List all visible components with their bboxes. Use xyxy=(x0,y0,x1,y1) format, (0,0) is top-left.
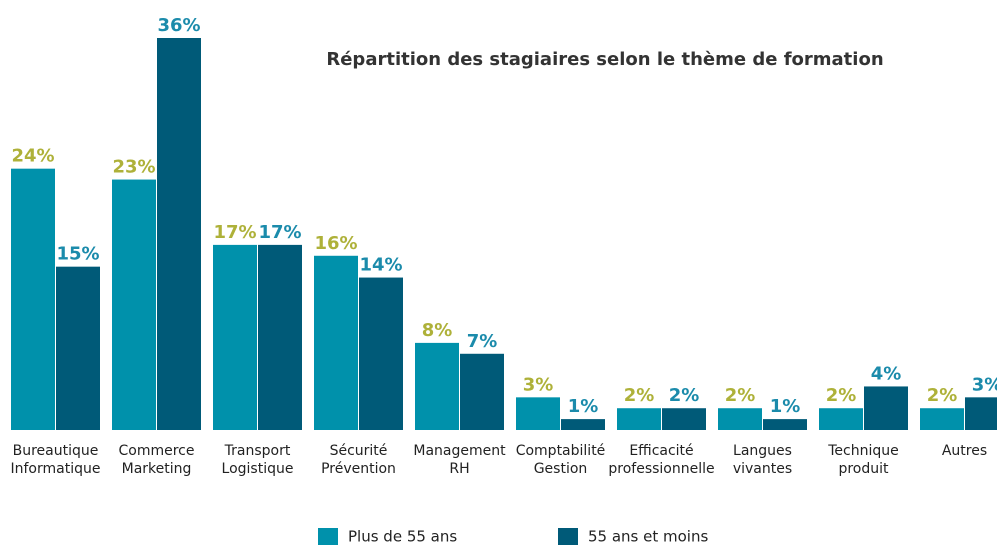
value-label: 3% xyxy=(972,374,997,395)
bar xyxy=(662,408,706,430)
bar xyxy=(617,408,661,430)
value-label: 2% xyxy=(826,385,857,406)
bar xyxy=(920,408,964,430)
value-label: 36% xyxy=(157,15,200,36)
bar xyxy=(819,408,863,430)
value-label: 1% xyxy=(568,396,599,417)
bar xyxy=(763,419,807,430)
value-label: 1% xyxy=(770,396,801,417)
bar xyxy=(359,277,403,430)
value-label: 3% xyxy=(523,374,554,395)
bar xyxy=(56,266,100,430)
bar xyxy=(561,419,605,430)
bar xyxy=(157,38,201,430)
x-tick-label: Transport Logistique xyxy=(221,443,294,477)
legend-swatch xyxy=(558,528,578,545)
value-label: 2% xyxy=(669,385,700,406)
bar xyxy=(460,353,504,430)
bar xyxy=(213,244,257,430)
legend-label: 55 ans et moins xyxy=(588,528,708,545)
value-label: 7% xyxy=(467,331,498,352)
x-tick-label: Efficacité professionnelle xyxy=(608,443,715,477)
x-tick-label: Sécurité Prévention xyxy=(321,443,396,477)
bar xyxy=(965,397,997,430)
value-label: 17% xyxy=(258,222,301,243)
bar xyxy=(718,408,762,430)
value-label: 2% xyxy=(624,385,655,406)
x-tick-label: Comptabilité Gestion xyxy=(515,443,606,477)
bar xyxy=(415,342,459,430)
bar xyxy=(314,255,358,430)
value-label: 24% xyxy=(11,146,54,167)
value-label: 2% xyxy=(725,385,756,406)
chart-title: Répartition des stagiaires selon le thèm… xyxy=(326,49,883,70)
value-label: 23% xyxy=(112,157,155,178)
legend-swatch xyxy=(318,528,338,545)
bar xyxy=(112,179,156,430)
bar xyxy=(864,386,908,430)
value-label: 14% xyxy=(359,255,402,276)
value-label: 15% xyxy=(56,244,99,265)
x-tick-label: Management RH xyxy=(413,443,506,477)
legend-label: Plus de 55 ans xyxy=(348,528,457,545)
value-label: 17% xyxy=(213,222,256,243)
x-tick-label: Technique produit xyxy=(828,443,899,477)
bar xyxy=(258,244,302,430)
bar xyxy=(11,168,55,430)
x-tick-label: Langues vivantes xyxy=(732,443,793,477)
value-label: 4% xyxy=(871,363,902,384)
value-label: 8% xyxy=(422,320,453,341)
x-tick-label: Commerce Marketing xyxy=(118,443,195,477)
bar xyxy=(516,397,560,430)
x-tick-label: Autres xyxy=(941,443,988,459)
x-tick-label: Bureautique Informatique xyxy=(10,443,101,477)
value-label: 2% xyxy=(927,385,958,406)
value-label: 16% xyxy=(314,233,357,254)
